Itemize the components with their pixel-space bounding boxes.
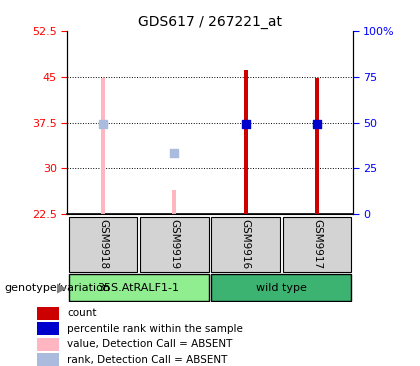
Text: GSM9918: GSM9918 xyxy=(98,219,108,269)
Bar xyxy=(172,190,176,214)
Bar xyxy=(140,217,209,272)
Text: GSM9916: GSM9916 xyxy=(241,219,251,269)
Bar xyxy=(315,78,319,214)
Bar xyxy=(211,274,352,301)
Point xyxy=(314,121,320,127)
Bar xyxy=(37,307,59,320)
Title: GDS617 / 267221_at: GDS617 / 267221_at xyxy=(138,15,282,29)
Text: value, Detection Call = ABSENT: value, Detection Call = ABSENT xyxy=(67,339,232,349)
Text: GSM9919: GSM9919 xyxy=(169,219,179,269)
Bar xyxy=(68,217,137,272)
Text: rank, Detection Call = ABSENT: rank, Detection Call = ABSENT xyxy=(67,355,227,365)
Text: 35S.AtRALF1-1: 35S.AtRALF1-1 xyxy=(97,283,180,293)
Bar xyxy=(283,217,352,272)
Text: count: count xyxy=(67,309,96,318)
Text: wild type: wild type xyxy=(256,283,307,293)
Point xyxy=(242,122,249,127)
Text: percentile rank within the sample: percentile rank within the sample xyxy=(67,324,243,334)
Bar xyxy=(244,70,248,214)
Text: GSM9917: GSM9917 xyxy=(312,219,322,269)
Text: genotype/variation: genotype/variation xyxy=(4,283,110,293)
Bar xyxy=(37,353,59,366)
Bar xyxy=(37,322,59,335)
Point xyxy=(100,121,106,127)
Bar xyxy=(37,338,59,351)
Bar xyxy=(68,274,209,301)
Text: ▶: ▶ xyxy=(58,281,67,295)
Bar xyxy=(101,78,105,214)
Point xyxy=(171,150,178,156)
Bar xyxy=(211,217,280,272)
